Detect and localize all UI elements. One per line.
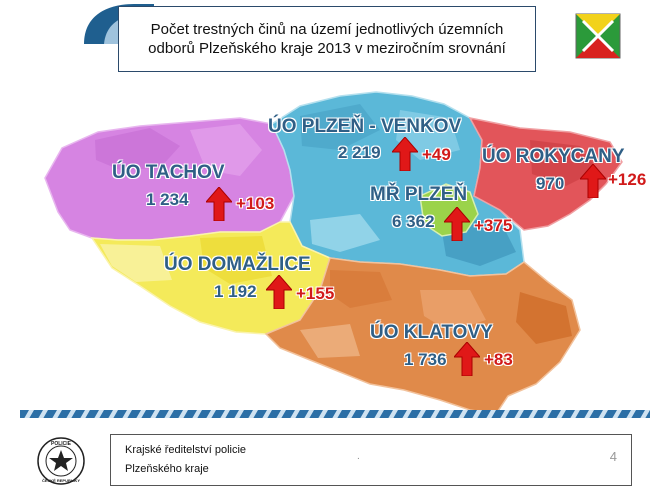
footer-box: Krajské ředitelství policie Plzeňského k… [110, 434, 632, 486]
delta-klatovy: +83 [484, 350, 513, 369]
arrow-up-icon [444, 207, 470, 241]
footer-dot: . [357, 451, 360, 462]
delta-rokycany: +126 [608, 170, 647, 189]
count-domazlice: 1 192 [214, 282, 257, 301]
count-klatovy: 1 736 [404, 350, 447, 369]
delta-plzen-venkov: +49 [422, 145, 451, 164]
delta-plzen-mesto: +375 [474, 216, 513, 235]
title-box: Počet trestných činů na území jednotlivý… [118, 6, 536, 72]
delta-domazlice: +155 [296, 284, 335, 303]
arrow-up-icon [392, 137, 418, 171]
footer-line-1: Krajské ředitelství policie [125, 444, 247, 456]
police-logo-icon: POLICIE ČESKÉ REPUBLIKY [37, 437, 85, 485]
count-plzen-venkov: 2 219 [338, 143, 381, 162]
label-plzen-mesto: MŘ PLZEŇ [370, 184, 468, 205]
title-line-2: odborů Plzeňského kraje 2013 v meziroční… [148, 40, 506, 57]
police-logo-text-bottom: ČESKÉ REPUBLIKY [42, 478, 80, 483]
title-line-1: Počet trestných činů na území jednotlivý… [150, 21, 504, 38]
arrow-up-icon [206, 187, 232, 221]
arrow-up-icon [454, 342, 480, 376]
label-tachov: ÚO TACHOV [112, 162, 225, 183]
label-rokycany: ÚO ROKYCANY [482, 146, 625, 167]
label-domazlice: ÚO DOMAŽLICE [164, 254, 311, 275]
delta-tachov: +103 [236, 194, 275, 213]
arrow-up-icon [266, 275, 292, 309]
region-plzen-mesto[interactable] [419, 183, 479, 237]
label-klatovy: ÚO KLATOVY [370, 322, 493, 343]
police-logo-text-top: POLICIE [51, 441, 72, 447]
striped-divider [20, 410, 650, 418]
count-tachov: 1 234 [146, 190, 189, 209]
page-number: 4 [609, 449, 617, 464]
label-plzen-venkov: ÚO PLZEŇ - VENKOV [268, 116, 462, 137]
count-plzen-mesto: 6 362 [392, 212, 435, 231]
arrow-up-icon [580, 164, 606, 198]
footer-line-2: Plzeňského kraje [125, 463, 209, 475]
region-emblem-icon [575, 13, 621, 59]
count-rokycany: 970 [536, 174, 565, 193]
